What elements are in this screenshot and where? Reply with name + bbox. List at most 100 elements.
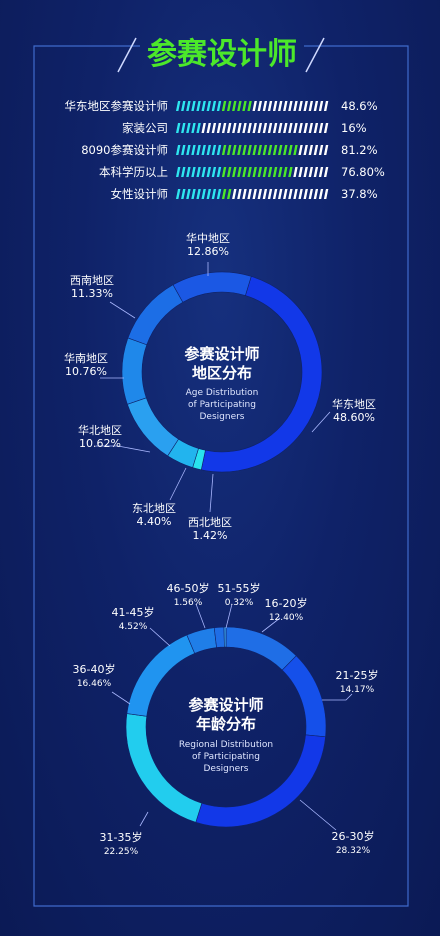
bar-segment [278,101,283,111]
bar-segment [283,123,288,133]
bar-segment [267,167,273,177]
bar-segment [227,123,232,133]
bar-segment [308,167,313,177]
donut-segment [225,626,297,671]
region-center-subtitle-line3: Designers [200,412,245,422]
age-center-subtitle-line2: of Participating [192,752,260,762]
donut-segment [281,655,327,738]
bar-segment [211,145,217,155]
bar-segment [232,189,237,199]
age-center-subtitle-line1: Regional Distribution [179,740,273,750]
bar-segment [227,167,232,177]
age-chart-center: 参赛设计师 年龄分布 Regional Distribution of Part… [179,696,273,774]
bar-value-label: 81.2% [341,143,378,157]
bar-segment [323,145,329,155]
segment-value: 16.46% [77,679,112,689]
region-center-subtitle-line2: of Participating [188,400,256,410]
bar-segment [288,123,293,133]
segment-value: 4.40% [137,515,172,528]
bar-label: 女性设计师 [111,187,169,201]
segment-label: 西北地区 [188,516,232,529]
bar-segment [196,189,201,199]
panel-frame [33,37,409,907]
bar-segment [176,101,181,111]
segment-label: 21-25岁 [336,668,379,682]
bar-segment [278,189,283,199]
bar-segment [237,189,242,199]
bar-segment [191,145,196,155]
segment-value: 14.17% [340,685,375,695]
segment-value: 10.62% [79,437,121,450]
bar-segment [262,189,268,199]
leader-line [225,603,233,629]
bar-segment [252,189,257,199]
bar-value-label: 37.8% [341,187,378,201]
donut-segment [172,271,252,303]
bar-label: 华东地区参赛设计师 [65,99,169,113]
bar-segment [216,189,222,199]
bar-segment [206,145,211,155]
bar-segment [313,145,319,155]
bar-segment [176,189,181,199]
bar-segment [247,145,252,155]
bar-segment [303,101,308,111]
leader-line [322,693,353,701]
bar-segment [221,123,227,133]
segment-value: 12.86% [187,245,229,258]
bar-segment [227,101,232,111]
bar-segment [308,123,313,133]
bar-segment [196,101,201,111]
bar-segment [186,167,191,177]
bar-segment [221,189,227,199]
donut-segment [126,397,179,457]
bar-segment [308,145,313,155]
bar-segment [293,101,298,111]
bar-segment [191,189,196,199]
leader-line [261,617,281,633]
donut-segment [125,713,203,823]
bar-segment [237,167,242,177]
bar-segment [288,167,293,177]
segment-label: 36-40岁 [73,662,116,676]
age-center-subtitle-line3: Designers [204,764,249,774]
bar-segment [272,145,278,155]
bar-segment [211,189,217,199]
bar-segment [272,101,278,111]
bar-segment [242,189,247,199]
leader-line [299,799,337,831]
bar-segment [247,101,252,111]
bar-segment [227,189,232,199]
segment-label: 41-45岁 [112,605,155,619]
segment-value: 10.76% [65,365,107,378]
donut-segment [200,275,323,473]
bar-segment [278,167,283,177]
leader-line [311,411,331,433]
leader-line [96,445,151,453]
bar-segment [242,145,247,155]
bar-segment [267,101,273,111]
bar-segment [181,123,186,133]
leader-line [209,473,214,513]
bar-segment [181,189,186,199]
bar-segment [206,189,211,199]
bar-value-label: 76.80% [341,165,385,179]
leader-line [139,811,149,827]
bar-segment [308,189,313,199]
bar-segment [283,189,288,199]
bar-segment [257,167,262,177]
bar-segment [318,167,324,177]
bar-segment [262,123,268,133]
bar-segment [257,189,262,199]
bar-segment [232,167,237,177]
leader-line [111,691,131,705]
segment-value: 4.52% [119,622,148,632]
bar-segment [186,101,191,111]
bar-segment [298,189,303,199]
bar-segment [186,123,191,133]
bar-segment [232,123,237,133]
segment-value: 22.25% [104,847,139,857]
bar-label: 本科学历以上 [99,165,168,179]
bar-segment [237,123,242,133]
bar-segment [323,101,329,111]
